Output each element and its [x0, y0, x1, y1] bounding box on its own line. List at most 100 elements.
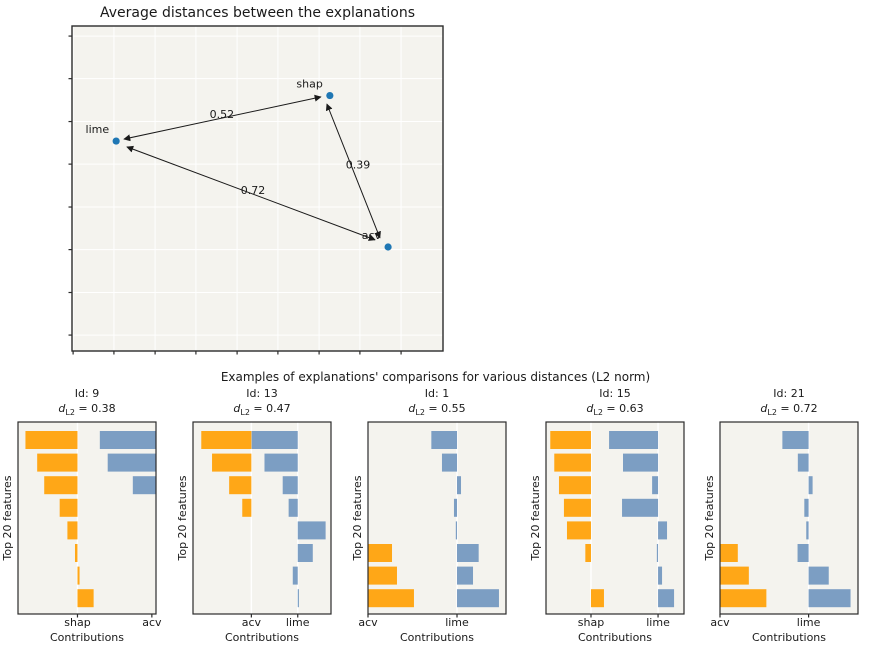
bar: [558, 476, 591, 495]
subplot-id-4: Id: 15: [599, 387, 631, 400]
bar: [554, 453, 591, 472]
axis-ticks: [76, 614, 153, 618]
bar: [590, 589, 604, 608]
subplot-distance-1: dL2 = 0.38: [58, 402, 116, 418]
axis-ticks: [590, 614, 659, 618]
scatter-point-acv: [384, 243, 392, 251]
bar: [658, 589, 675, 608]
distance-label-lime-acv: 0.72: [241, 184, 266, 197]
bar-series-lime: [251, 431, 326, 608]
point-label-lime: lime: [86, 123, 110, 136]
subplot-distance-5: dL2 = 0.72: [760, 402, 818, 418]
subplot-id-3: Id: 1: [424, 387, 450, 400]
bar-plot-4: [545, 421, 685, 618]
bar: [297, 544, 313, 562]
bar: [25, 431, 78, 449]
bar: [658, 566, 663, 585]
bar-svg: [192, 421, 332, 618]
bar: [288, 498, 298, 517]
bar: [297, 589, 299, 608]
bar-series-lime: [609, 431, 675, 608]
bar: [264, 453, 298, 472]
subplot-title-3: Id: 1 dL2 = 0.55: [357, 386, 517, 420]
x-tick-label-acv: acv: [710, 616, 730, 629]
x-tick-label-acv: acv: [142, 616, 162, 629]
plot-background: [720, 422, 858, 614]
x-tick-label-acv: acv: [358, 616, 378, 629]
bar: [782, 431, 809, 449]
bar: [797, 544, 809, 562]
bar-svg: [367, 421, 507, 618]
subplot-distance-2: dL2 = 0.47: [233, 402, 291, 418]
bar: [797, 453, 809, 472]
point-label-shap: shap: [296, 78, 322, 91]
bar: [99, 431, 156, 449]
bar: [37, 453, 78, 472]
bar-series-shap: [25, 431, 94, 608]
distance-label-lime-shap: 0.52: [210, 108, 235, 121]
bar: [74, 544, 78, 562]
x-axis-label-4: Contributions: [577, 631, 653, 644]
bar: [229, 476, 252, 495]
plot-background: [368, 422, 506, 614]
plot-background: [546, 422, 684, 614]
bar: [212, 453, 252, 472]
x-tick-label-acv: acv: [241, 616, 262, 629]
bar: [67, 521, 78, 540]
bar: [251, 431, 298, 449]
bar: [59, 498, 78, 517]
x-axis-label-5: Contributions: [751, 631, 827, 644]
bar-plot-2: [192, 421, 332, 618]
bar: [107, 453, 156, 472]
subplot-title-2: Id: 13 dL2 = 0.47: [182, 386, 342, 420]
distance-arrow-lime-acv: [126, 145, 376, 241]
bar: [804, 498, 809, 517]
bar: [806, 521, 809, 540]
bar-svg: [17, 421, 157, 618]
y-axis-label-2: Top 20 features: [176, 475, 189, 561]
bar: [441, 453, 458, 472]
bar-series-acv: [368, 544, 414, 608]
bar: [563, 498, 591, 517]
scatter-title: Average distances between the explanatio…: [100, 5, 415, 21]
plot-frame: [192, 421, 332, 615]
x-axis-label-3: Contributions: [399, 631, 475, 644]
plot-frame: [17, 421, 157, 615]
subplot-title-1: Id: 9 dL2 = 0.38: [7, 386, 167, 420]
bar-series-acv: [201, 431, 252, 517]
bar: [455, 521, 458, 540]
subplot-id-1: Id: 9: [74, 387, 100, 400]
bar-series-acv: [99, 431, 156, 495]
x-tick-label-lime: lime: [285, 616, 310, 629]
distance-label-shap-acv: 0.39: [346, 158, 371, 171]
plot-frame: [719, 421, 859, 615]
bar: [720, 589, 767, 608]
x-axis-label-2: Contributions: [224, 631, 300, 644]
bar: [808, 589, 851, 608]
axis-ticks: [250, 614, 299, 618]
bar-svg: [545, 421, 685, 618]
plot-background: [193, 422, 331, 614]
y-axis-label-1: Top 20 features: [1, 475, 14, 561]
point-label-acv: acv: [362, 229, 382, 242]
scatter-plot: 0.52 0.39 0.72 shap lime acv: [68, 25, 444, 355]
bar: [622, 498, 659, 517]
plot-frame: [71, 25, 444, 352]
y-axis-label-4: Top 20 features: [529, 475, 542, 561]
bar-series-lime: [782, 431, 851, 608]
bar: [457, 476, 462, 495]
subplot-distance-3: dL2 = 0.55: [408, 402, 466, 418]
bar: [623, 453, 659, 472]
bar: [566, 521, 591, 540]
axis-ticks: [367, 614, 458, 618]
bar: [720, 544, 738, 562]
bar-plot-5: [719, 421, 859, 618]
bar: [453, 498, 458, 517]
bar-series-lime: [431, 431, 499, 608]
bar-plot-3: [367, 421, 507, 618]
plot-frame: [545, 421, 685, 615]
bar: [656, 544, 659, 562]
bar-series-shap: [550, 431, 604, 608]
bar: [457, 566, 474, 585]
bar: [457, 589, 499, 608]
